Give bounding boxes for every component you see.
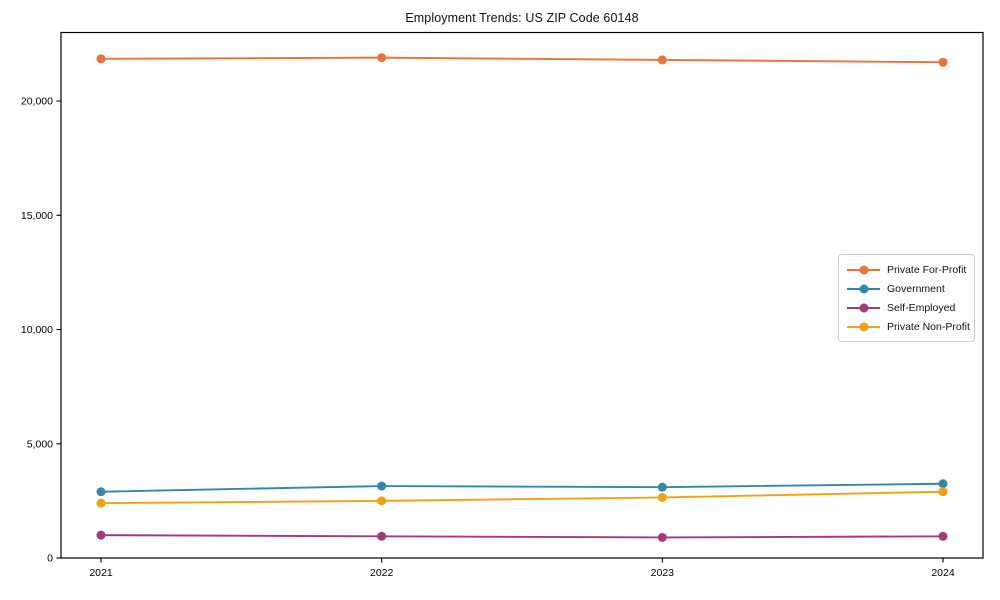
data-point-private-for-profit-2024 [938,57,948,67]
x-axis-tick-label: 2021 [89,567,113,579]
legend-item-private-for-profit: Private For-Profit [847,260,966,279]
x-axis-tick-label: 2023 [651,567,675,579]
data-point-self-employed-2021 [96,530,106,540]
series-line-private-non-profit [100,490,944,505]
data-point-self-employed-2023 [657,532,667,542]
y-axis-tick-label: 20,000 [21,96,53,108]
legend-label: Government [887,282,945,295]
legend-item-private-non-profit: Private Non-Profit [847,317,970,336]
data-point-government-2023 [657,482,667,492]
legend-marker-dot [859,265,868,274]
y-axis-tick-label: 10,000 [21,324,53,336]
chart-title: Employment Trends: US ZIP Code 60148 [405,11,639,25]
legend-line-marker-icon [847,322,880,332]
data-point-government-2022 [377,481,387,491]
data-point-government-2024 [938,479,948,489]
data-point-government-2021 [96,487,106,497]
data-point-self-employed-2024 [938,531,948,541]
legend-marker-dot [859,303,868,312]
series-line-government [100,482,944,493]
legend-line-marker-icon [847,265,880,275]
legend-label: Private For-Profit [887,263,967,276]
legend-marker-dot [859,322,868,331]
series-line-self-employed [100,534,944,539]
y-axis-tick-label: 0 [47,553,53,565]
data-point-private-non-profit-2021 [96,498,106,508]
legend-item-government: Government [847,279,966,298]
x-axis-tick-label: 2022 [370,567,394,579]
data-point-private-for-profit-2023 [657,55,667,65]
data-point-private-non-profit-2024 [938,487,948,497]
legend-marker-dot [859,284,868,293]
legend-label: Self-Employed [887,301,956,314]
legend-line-marker-icon [847,303,880,313]
legend-line-marker-icon [847,284,880,294]
legend-item-self-employed: Self-Employed [847,298,966,317]
data-point-private-non-profit-2022 [377,496,387,506]
plot-border [60,31,984,559]
y-axis-tick-label: 15,000 [21,210,53,222]
x-axis-tick-label: 2024 [931,567,955,579]
series-line-private-for-profit [100,56,944,64]
legend: Private For-Profit Government Self-Employe… [838,254,975,342]
y-axis-tick-label: 5,000 [27,438,53,450]
legend-label: Private Non-Profit [887,320,970,333]
data-point-private-non-profit-2023 [657,492,667,502]
data-point-private-for-profit-2021 [96,54,106,64]
data-point-self-employed-2022 [377,531,387,541]
data-point-private-for-profit-2022 [377,53,387,63]
